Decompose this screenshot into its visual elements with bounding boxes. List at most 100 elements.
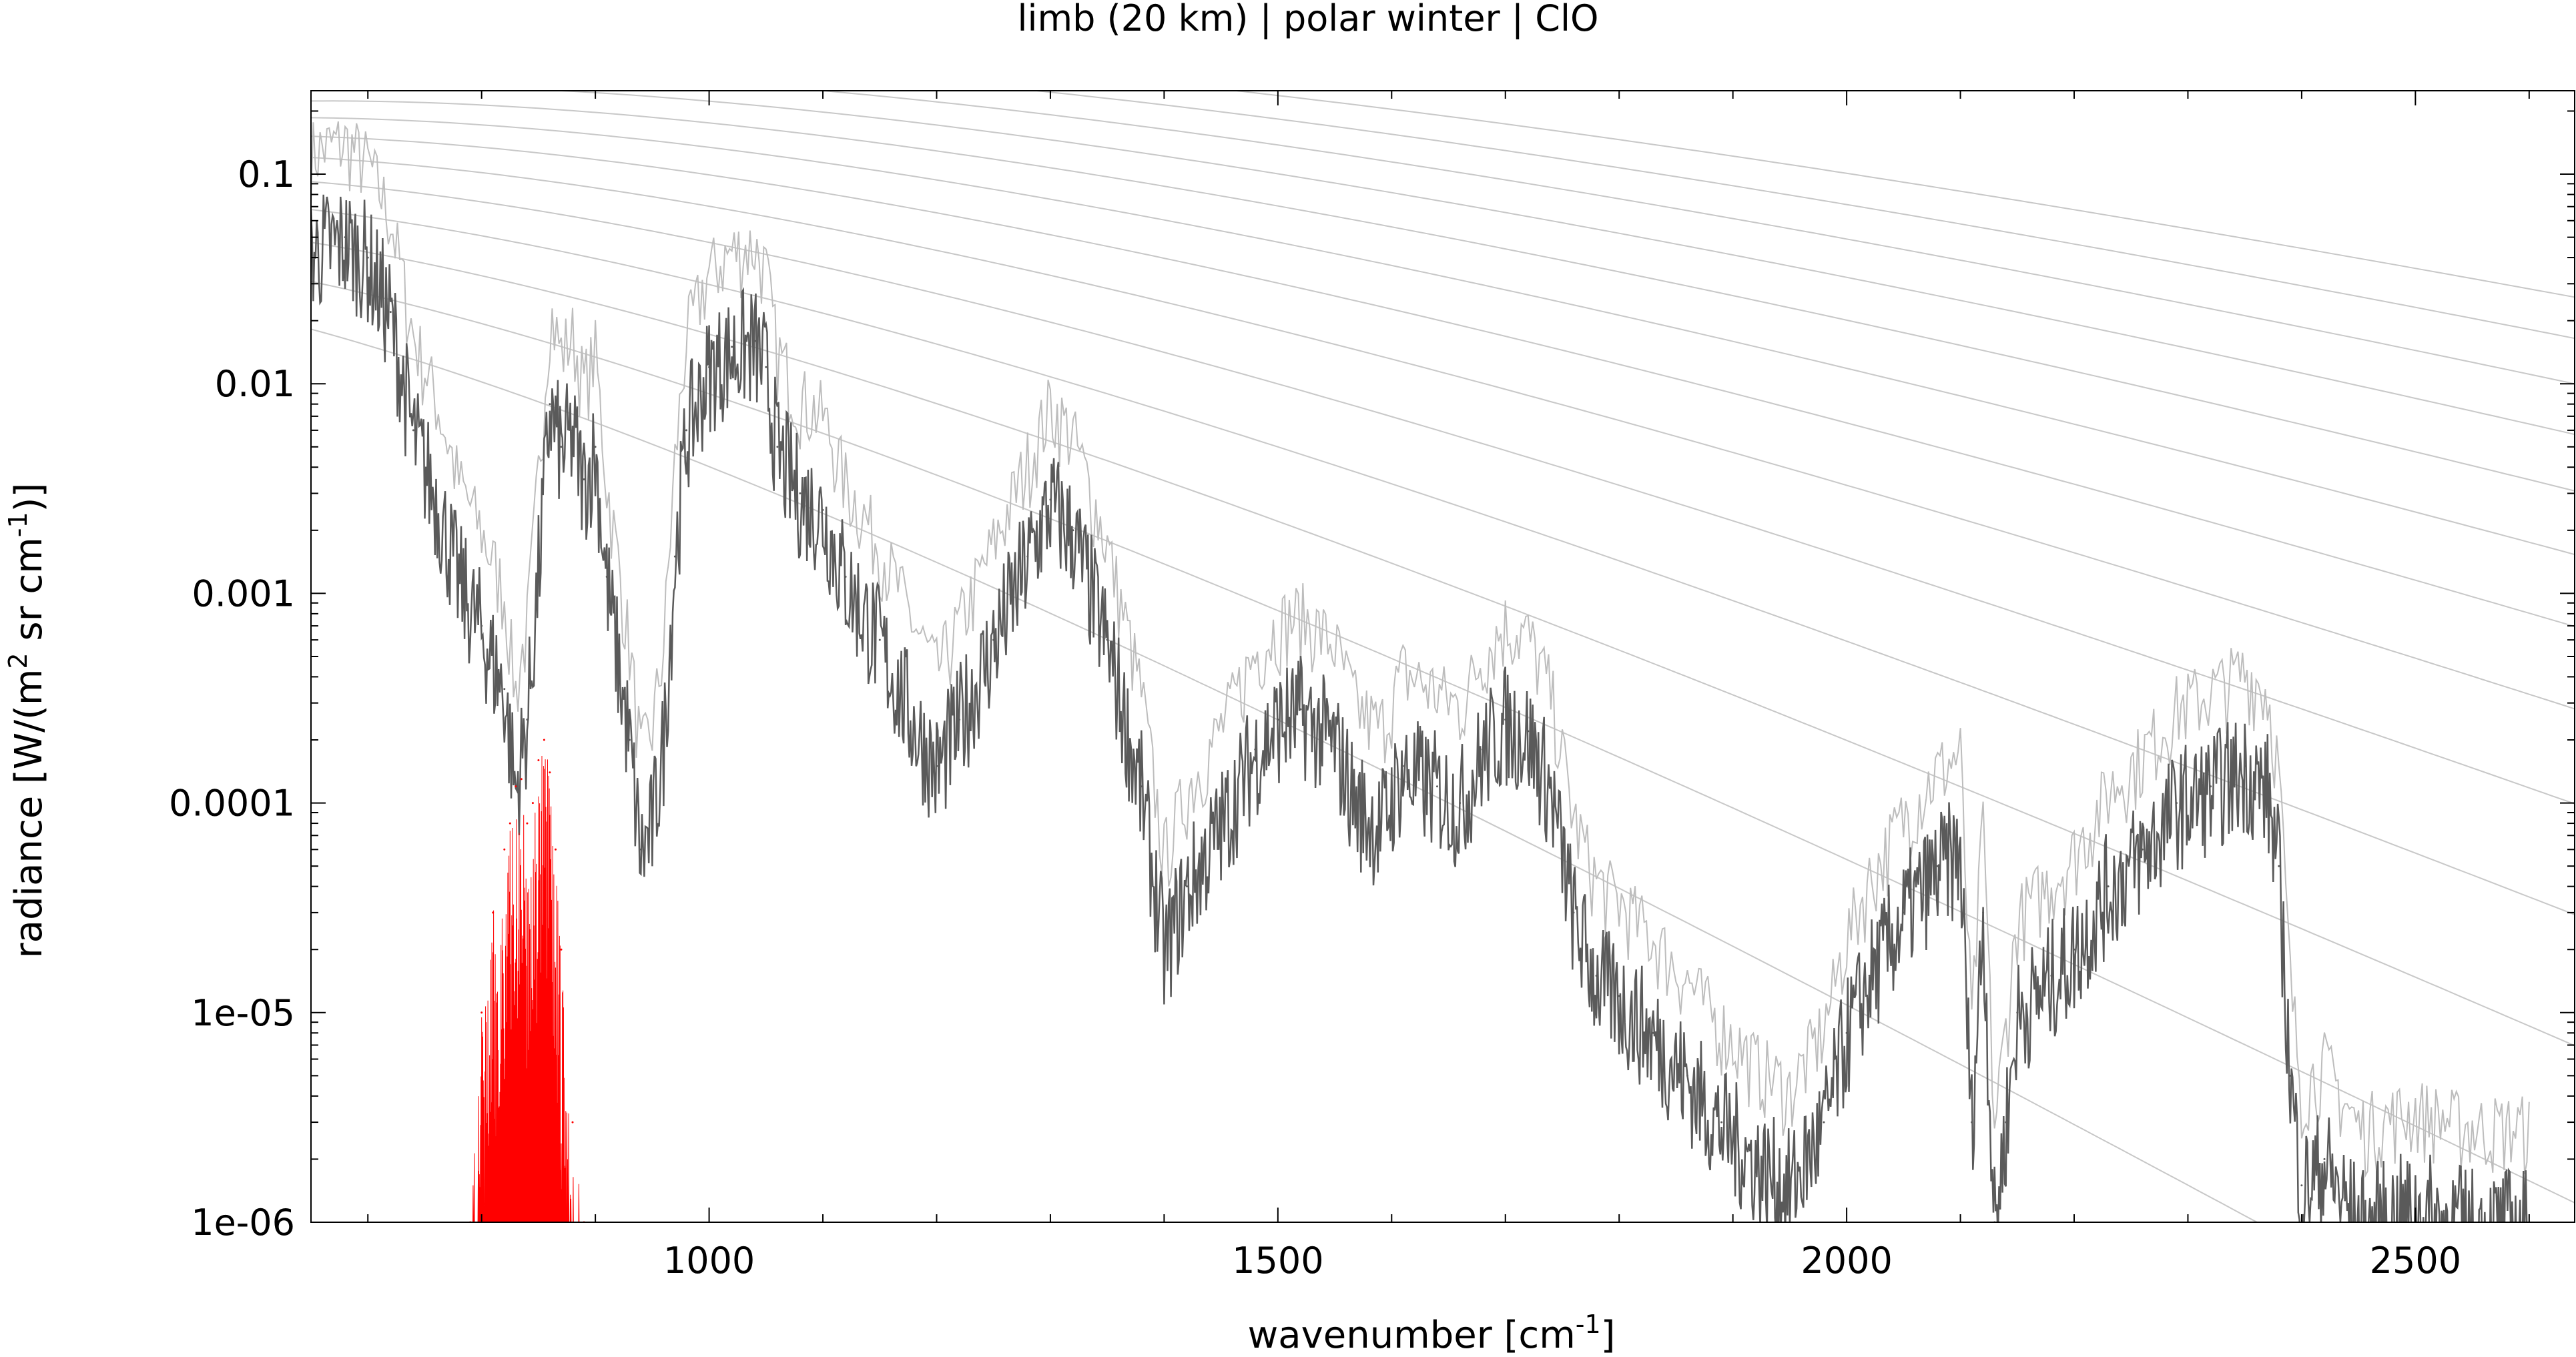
total-radiance-point <box>2175 802 2178 805</box>
clo-radiance-point <box>555 848 557 851</box>
total-radiance-point <box>571 429 574 432</box>
total-radiance-point <box>1754 1158 1757 1160</box>
total-radiance-point <box>1436 785 1438 788</box>
planck-curve-420K <box>1230 91 2575 298</box>
total-radiance-point <box>685 429 687 432</box>
planck-curves <box>311 91 2575 1222</box>
x-tick-label: 2000 <box>1801 1240 1892 1282</box>
total-radiance-point <box>673 555 676 558</box>
total-radiance-point <box>992 638 995 641</box>
total-radiance-point <box>799 492 801 494</box>
total-radiance-point <box>1049 498 1052 501</box>
total-radiance-point <box>731 346 733 348</box>
clo-radiance-point <box>560 948 563 951</box>
planck-curve-240K <box>311 209 2575 915</box>
plot-frame <box>310 90 2575 1223</box>
clo-radiance-point <box>537 759 540 761</box>
total-radiance-point <box>1299 708 1302 711</box>
clo-radiance-point <box>520 778 523 781</box>
clo-radiance-point <box>509 822 511 825</box>
total-radiance-point <box>1356 802 1359 805</box>
y-axis-label: radiance [W/(m2 sr cm-1)] <box>3 483 51 959</box>
total-radiance-point <box>480 624 483 627</box>
total-radiance-point <box>2323 1158 2326 1160</box>
clo-radiance-point <box>543 739 545 741</box>
total-radiance-point <box>628 739 631 741</box>
planck-curve-360K <box>548 91 2575 436</box>
x-axis-label: wavenumber [cm-1] <box>1247 1310 1615 1357</box>
clo-radiance-point <box>526 822 529 825</box>
planck-curve-260K <box>311 181 2575 805</box>
total-radiance-point <box>1333 739 1336 741</box>
x-tick-label: 1000 <box>663 1240 755 1282</box>
total-radiance-point <box>1072 529 1074 532</box>
total-radiance-point <box>1652 1031 1654 1034</box>
clo-radiance-area <box>470 755 585 1222</box>
clo-radiance-point <box>571 1121 574 1123</box>
plot-area <box>311 91 2575 1222</box>
total-radiance-point <box>651 822 653 825</box>
total-radiance-point <box>1982 911 1985 914</box>
total-radiance-point <box>1140 785 1143 788</box>
clo-radiance-point <box>549 771 551 774</box>
clo-radiance-point <box>480 1011 483 1014</box>
total-radiance-point <box>1789 1184 1791 1187</box>
clo-radiance-point <box>515 785 517 788</box>
y-tick-label: 1e-05 <box>191 992 295 1034</box>
total-radiance-point <box>662 739 665 741</box>
total-radiance-point <box>2300 1184 2303 1187</box>
clo-radiance-point <box>503 848 506 851</box>
planck-curve-300K <box>311 135 2575 627</box>
total-radiance-point <box>605 576 608 578</box>
clo-radiance-point <box>492 911 495 914</box>
total-radiance-point <box>1527 730 1530 733</box>
total-radiance-point <box>753 340 756 342</box>
planck-curve-380K <box>816 91 2575 385</box>
total-radiance-point <box>1459 802 1462 805</box>
planck-curve-220K <box>311 242 2575 1047</box>
total-radiance-point <box>1026 555 1029 558</box>
total-radiance-point <box>2266 785 2269 788</box>
total-radiance-point <box>2016 1011 2019 1014</box>
total-radiance-point <box>1595 975 1598 977</box>
y-tick-label: 0.1 <box>238 153 295 195</box>
total-radiance-point <box>594 446 597 448</box>
total-radiance-point <box>1823 1121 1825 1123</box>
total-radiance-point <box>822 508 824 511</box>
total-radiance-point <box>1902 911 1905 914</box>
total-radiance-point <box>1106 638 1108 641</box>
total-radiance-point <box>2141 848 2144 851</box>
y-tick-label: 0.01 <box>215 363 295 405</box>
total-radiance-point <box>560 446 563 448</box>
total-radiance-point <box>1220 822 1223 825</box>
total-radiance-point <box>503 688 506 691</box>
total-radiance-point <box>1401 765 1404 767</box>
total-radiance-point <box>2278 865 2280 867</box>
total-radiance-envelope <box>311 121 2530 1178</box>
total-radiance-point <box>878 638 881 641</box>
total-radiance-point <box>765 366 767 368</box>
planck-curve-340K <box>311 100 2575 492</box>
chart-title: limb (20 km) | polar winter | ClO <box>1018 0 1599 39</box>
total-radiance-point <box>1550 785 1552 788</box>
total-radiance-point <box>2050 975 2053 977</box>
total-radiance-point <box>435 492 437 494</box>
total-radiance-point <box>1379 822 1381 825</box>
total-radiance-point <box>1937 865 1939 867</box>
total-radiance-point <box>1504 719 1507 721</box>
total-radiance-point <box>844 576 847 578</box>
total-radiance-point <box>617 655 619 658</box>
y-tick-label: 0.0001 <box>169 783 295 825</box>
total-radiance-point <box>344 236 346 239</box>
total-radiance-point <box>1845 1031 1848 1034</box>
total-radiance-point <box>1572 911 1575 914</box>
total-radiance-point <box>708 366 711 368</box>
total-radiance-point <box>2244 765 2246 767</box>
total-radiance-point <box>2107 885 2110 888</box>
total-radiance-point <box>526 719 529 721</box>
total-radiance-point <box>1163 948 1165 951</box>
y-tick-label: 1e-06 <box>191 1202 295 1244</box>
total-radiance-point <box>1254 748 1257 751</box>
total-radiance-point <box>2073 948 2075 951</box>
